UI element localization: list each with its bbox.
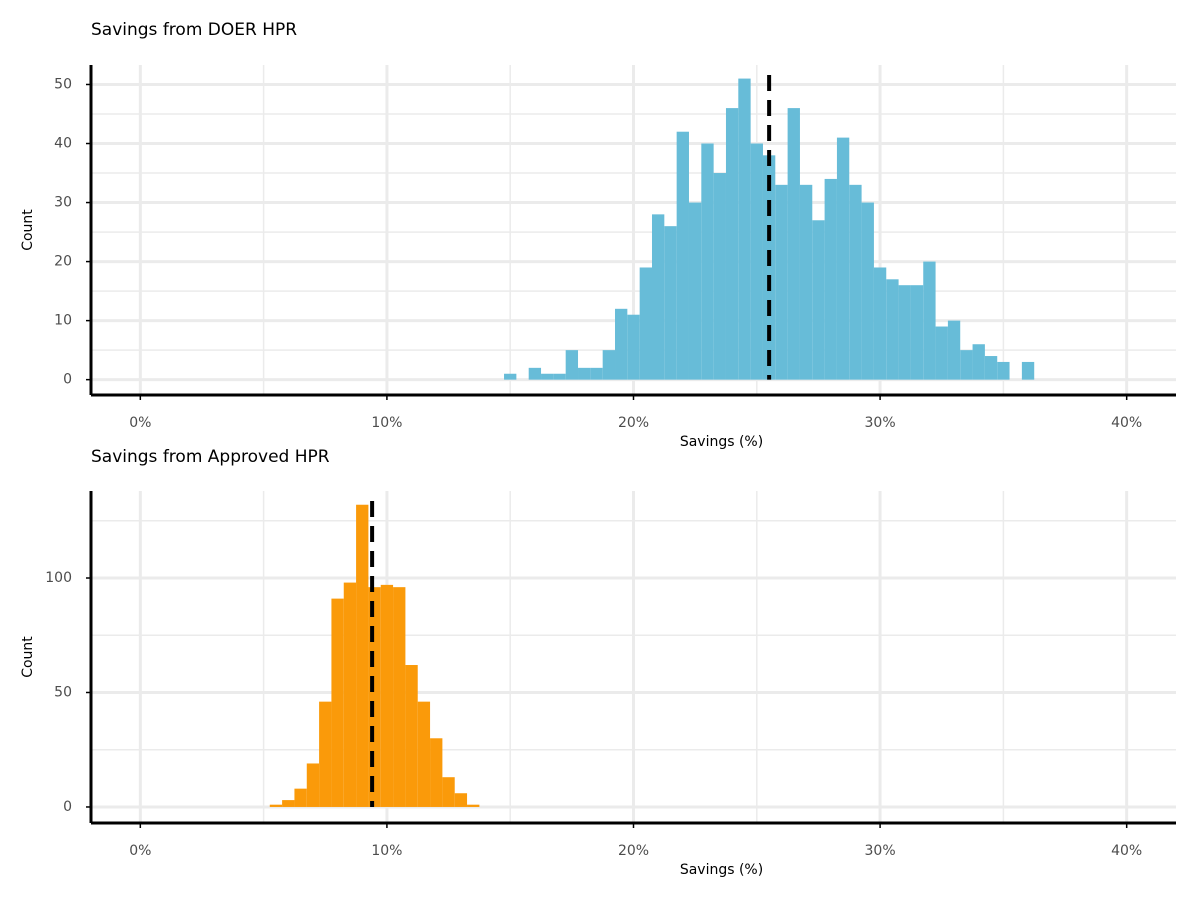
bar bbox=[602, 350, 616, 380]
y-axis-title: Count bbox=[20, 209, 36, 251]
bar bbox=[960, 350, 973, 380]
bar bbox=[615, 308, 628, 380]
bar bbox=[910, 285, 924, 380]
y-tick-label: 40 bbox=[54, 136, 72, 152]
bar bbox=[405, 665, 418, 807]
y-tick-label: 50 bbox=[54, 684, 72, 700]
bar bbox=[294, 788, 307, 807]
bar bbox=[504, 373, 517, 380]
y-tick-label: 0 bbox=[63, 372, 72, 388]
bar bbox=[984, 356, 998, 380]
bar bbox=[269, 804, 283, 807]
bar bbox=[553, 373, 566, 380]
bar bbox=[997, 361, 1010, 380]
x-tick-label: 40% bbox=[1111, 415, 1142, 431]
bar bbox=[639, 267, 652, 380]
bar bbox=[972, 344, 985, 380]
y-tick-label: 10 bbox=[54, 313, 72, 329]
y-tick-label: 100 bbox=[45, 570, 72, 586]
bar bbox=[861, 202, 874, 380]
bar bbox=[824, 178, 837, 380]
bar bbox=[787, 108, 800, 380]
bar bbox=[688, 202, 702, 380]
x-axis-title: Savings (%) bbox=[680, 862, 763, 878]
bar bbox=[368, 587, 381, 807]
bar bbox=[306, 763, 320, 807]
bar bbox=[886, 279, 899, 380]
x-tick-label: 0% bbox=[129, 415, 151, 431]
bar bbox=[578, 367, 591, 380]
bar bbox=[799, 184, 813, 380]
bar bbox=[750, 143, 763, 380]
bar bbox=[393, 587, 406, 807]
y-axis-title: Count bbox=[20, 636, 36, 678]
y-tick-label: 0 bbox=[63, 799, 72, 815]
bar bbox=[417, 701, 431, 807]
x-tick-label: 0% bbox=[129, 843, 151, 859]
bar bbox=[467, 804, 480, 807]
x-tick-label: 10% bbox=[371, 415, 402, 431]
bar bbox=[873, 267, 887, 380]
bar bbox=[528, 367, 542, 380]
chart-title: Savings from Approved HPR bbox=[91, 447, 330, 467]
bar bbox=[812, 220, 825, 380]
bar bbox=[454, 793, 468, 807]
bar bbox=[713, 173, 726, 380]
bar bbox=[1021, 361, 1035, 380]
x-tick-label: 10% bbox=[371, 843, 402, 859]
bar bbox=[380, 584, 394, 807]
y-tick-label: 50 bbox=[54, 76, 72, 92]
x-tick-label: 40% bbox=[1111, 843, 1142, 859]
bar bbox=[343, 582, 357, 807]
bar bbox=[701, 143, 714, 380]
bar bbox=[430, 738, 443, 807]
y-tick-label: 20 bbox=[54, 254, 72, 270]
y-tick-label: 30 bbox=[54, 195, 72, 211]
bar bbox=[319, 701, 332, 807]
bar bbox=[947, 320, 961, 380]
bar bbox=[836, 137, 850, 380]
bar bbox=[590, 367, 603, 380]
bar bbox=[282, 800, 295, 807]
x-tick-label: 30% bbox=[865, 843, 896, 859]
bar bbox=[442, 777, 455, 807]
bar bbox=[762, 155, 776, 380]
bar bbox=[725, 108, 739, 380]
bar bbox=[651, 214, 665, 380]
x-tick-label: 30% bbox=[865, 415, 896, 431]
bar bbox=[331, 598, 344, 807]
bar bbox=[565, 350, 579, 380]
x-tick-label: 20% bbox=[618, 415, 649, 431]
x-tick-label: 20% bbox=[618, 843, 649, 859]
chart-title: Savings from DOER HPR bbox=[91, 20, 297, 40]
bar bbox=[356, 504, 369, 807]
bar bbox=[935, 326, 948, 380]
bar bbox=[923, 261, 936, 380]
bar bbox=[849, 184, 862, 380]
bar bbox=[676, 131, 689, 380]
bar bbox=[664, 226, 677, 380]
bar bbox=[898, 285, 911, 380]
bar bbox=[541, 373, 554, 380]
x-axis-title: Savings (%) bbox=[680, 434, 763, 450]
bar bbox=[627, 314, 640, 380]
bar bbox=[775, 184, 788, 380]
bar bbox=[738, 78, 751, 380]
